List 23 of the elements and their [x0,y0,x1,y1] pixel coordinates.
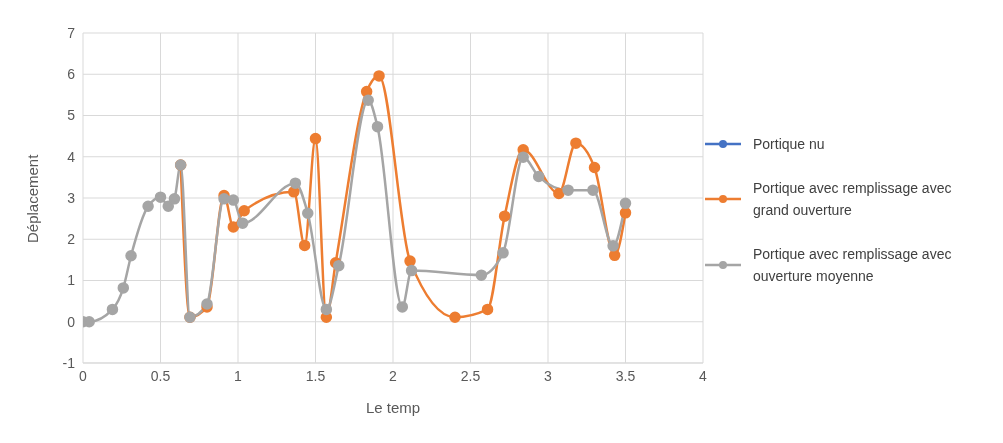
x-tick-label: 0 [79,367,88,384]
y-tick-label: 1 [67,272,76,289]
x-tick-label: 3.5 [615,367,636,384]
y-tick-label: 3 [67,189,76,206]
y-axis-title: Déplacement [24,153,42,243]
x-tick-label: 1.5 [305,367,326,384]
y-tick-label: 5 [67,107,76,124]
x-tick-label: 4 [699,367,708,384]
y-tick-label: 6 [67,66,76,83]
x-tick-label: 1 [234,367,243,384]
legend-label: Portique nu [753,134,825,154]
x-axis-title: Le temp [365,399,421,416]
x-tick-label: 0.5 [150,367,171,384]
x-tick-label: 2.5 [460,367,481,384]
legend-label: Portique avec remplissage avec ouverture moyenne [753,244,953,286]
x-tick-label: 2 [389,367,398,384]
y-tick-label: -1 [62,354,76,371]
x-tick-label: 3 [544,367,553,384]
y-tick-label: 7 [67,24,76,41]
y-tick-label: 2 [67,231,76,248]
legend-label: Portique avec remplissage avec grand ouverture [753,178,953,220]
y-tick-label: 0 [67,313,76,330]
y-tick-label: 4 [67,148,76,165]
